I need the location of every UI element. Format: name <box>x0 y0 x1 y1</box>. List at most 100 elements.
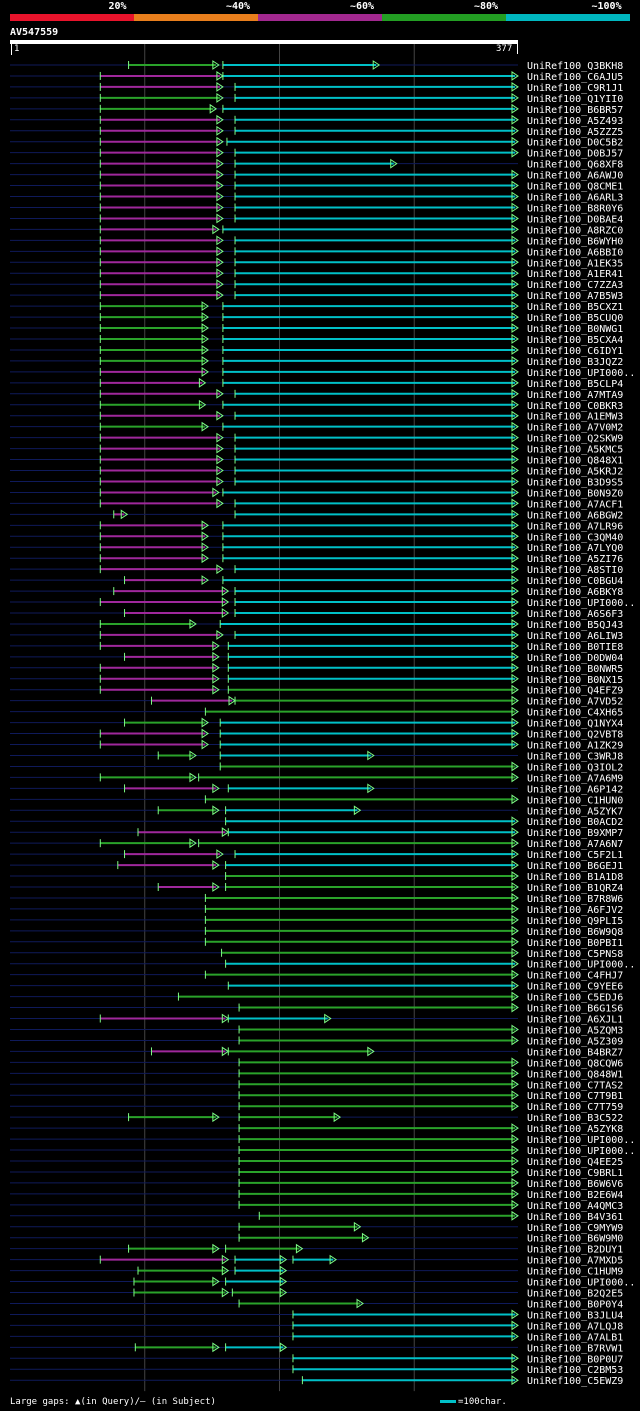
hit-row[interactable]: UniRef100_B3D9S5 <box>10 476 623 488</box>
hit-row[interactable]: UniRef100_A7A6N7 <box>10 838 623 850</box>
hit-row[interactable]: UniRef100_A7V0M2 <box>10 421 623 434</box>
hit-label[interactable]: UniRef100_B9XMP7 <box>527 828 623 839</box>
hit-label[interactable]: UniRef100_B6WYH0 <box>527 236 623 247</box>
hit-row[interactable]: UniRef100_B6W6V6 <box>10 1177 623 1190</box>
hit-row[interactable]: UniRef100_Q9PLI5 <box>10 914 623 927</box>
hit-row[interactable]: UniRef100_Q1YII0 <box>10 92 623 105</box>
hit-row[interactable]: UniRef100_A1EMW3 <box>10 410 623 423</box>
hit-label[interactable]: UniRef100_B5QJ43 <box>527 620 623 631</box>
hit-label[interactable]: UniRef100_Q4EFZ9 <box>527 686 623 697</box>
hit-label[interactable]: UniRef100_A7LYQ0 <box>527 543 623 554</box>
hit-label[interactable]: UniRef100_A7V0M2 <box>527 423 623 434</box>
hit-row[interactable]: UniRef100_A1EK35 <box>10 257 623 269</box>
hit-row[interactable]: UniRef100_C9R1J1 <box>10 81 623 94</box>
hit-label[interactable]: UniRef100_Q68XF8 <box>527 160 623 171</box>
hit-label[interactable]: UniRef100_B1A1D8 <box>527 872 623 883</box>
hit-row[interactable]: UniRef100_A7A6M9 <box>10 772 623 784</box>
hit-row[interactable]: UniRef100_B1QRZ4 <box>10 882 623 894</box>
hit-label[interactable]: UniRef100_B1QRZ4 <box>527 883 623 894</box>
hit-row[interactable]: UniRef100_B5CUQ0 <box>10 312 623 324</box>
hit-row[interactable]: UniRef100_A6LIW3 <box>10 629 623 642</box>
hit-label[interactable]: UniRef100_C1HUN0 <box>527 795 623 806</box>
hit-label[interactable]: UniRef100_Q2VBT8 <box>527 730 623 741</box>
hit-row[interactable]: UniRef100_B6GEJ1 <box>10 860 623 872</box>
hit-row[interactable]: UniRef100_A7MXD5 <box>10 1254 623 1267</box>
hit-row[interactable]: UniRef100_D0C5B2 <box>10 136 623 149</box>
hit-row[interactable]: UniRef100_UPI000.. <box>10 1145 635 1157</box>
hit-label[interactable]: UniRef100_A6BBI0 <box>527 247 623 258</box>
hit-label[interactable]: UniRef100_B6W9Q8 <box>527 927 623 938</box>
hit-row[interactable]: UniRef100_C5PNS8 <box>10 947 623 960</box>
hit-label[interactable]: UniRef100_A6FJV2 <box>527 905 623 916</box>
hit-label[interactable]: UniRef100_Q9PLI5 <box>527 916 623 927</box>
hit-label[interactable]: UniRef100_A6BKY8 <box>527 587 623 598</box>
hit-row[interactable]: UniRef100_B5CXA4 <box>10 334 623 346</box>
hit-row[interactable]: UniRef100_A7B5W3 <box>10 290 623 302</box>
hit-row[interactable]: UniRef100_B5CXZ1 <box>10 301 623 313</box>
hit-label[interactable]: UniRef100_Q1YII0 <box>527 94 623 105</box>
hit-row[interactable]: UniRef100_B5QJ43 <box>10 619 623 631</box>
hit-label[interactable]: UniRef100_A7A6N7 <box>527 839 623 850</box>
hit-label[interactable]: UniRef100_B0NWR5 <box>527 664 623 675</box>
hit-row[interactable]: UniRef100_Q848X1 <box>10 454 623 467</box>
hit-row[interactable]: UniRef100_B6W9M0 <box>10 1232 623 1245</box>
hit-label[interactable]: UniRef100_B3C522 <box>527 1113 623 1124</box>
hit-label[interactable]: UniRef100_A6LIW3 <box>527 631 623 642</box>
hit-row[interactable]: UniRef100_B7RVW1 <box>10 1342 623 1354</box>
hit-row[interactable]: UniRef100_B6BR57 <box>10 103 623 116</box>
hit-row[interactable]: UniRef100_A5ZZZ5 <box>10 125 623 138</box>
hit-row[interactable]: UniRef100_B6WYH0 <box>10 235 623 247</box>
hit-label[interactable]: UniRef100_Q848W1 <box>527 1069 623 1080</box>
hit-label[interactable]: UniRef100_A5ZYK7 <box>527 806 623 817</box>
hit-row[interactable]: UniRef100_C1HUN0 <box>10 794 623 806</box>
hit-row[interactable]: UniRef100_C7T759 <box>10 1101 623 1113</box>
hit-label[interactable]: UniRef100_B4V361 <box>527 1212 623 1223</box>
hit-row[interactable]: UniRef100_Q2SKW9 <box>10 432 623 445</box>
hit-label[interactable]: UniRef100_Q2SKW9 <box>527 434 623 445</box>
hit-row[interactable]: UniRef100_B0NWR5 <box>10 662 623 675</box>
hit-label[interactable]: UniRef100_A1ZK29 <box>527 741 623 752</box>
hit-label[interactable]: UniRef100_A5ZYK8 <box>527 1124 623 1135</box>
hit-label[interactable]: UniRef100_C3QM40 <box>527 532 623 543</box>
hit-row[interactable]: UniRef100_A5ZYK8 <box>10 1123 623 1135</box>
hit-label[interactable]: UniRef100_B0NWG1 <box>527 324 623 335</box>
hit-row[interactable]: UniRef100_Q1NYX4 <box>10 717 623 730</box>
hit-label[interactable]: UniRef100_C7T759 <box>527 1102 623 1113</box>
hit-row[interactable]: UniRef100_A6XJL1 <box>10 1013 623 1026</box>
hit-row[interactable]: UniRef100_C6AJU5 <box>10 71 623 83</box>
hit-row[interactable]: UniRef100_B6G1S6 <box>10 1002 623 1015</box>
hit-label[interactable]: UniRef100_A7ALB1 <box>527 1332 623 1343</box>
hit-row[interactable]: UniRef100_B5CLP4 <box>10 377 623 390</box>
hit-label[interactable]: UniRef100_A7ACF1 <box>527 499 623 510</box>
hit-label[interactable]: UniRef100_A1EK35 <box>527 258 623 269</box>
hit-label[interactable]: UniRef100_B0P0U7 <box>527 1354 623 1365</box>
hit-row[interactable]: UniRef100_C5F2L1 <box>10 849 623 861</box>
hit-label[interactable]: UniRef100_A7A6M9 <box>527 773 623 784</box>
hit-label[interactable]: UniRef100_D0C5B2 <box>527 138 623 149</box>
hit-row[interactable]: UniRef100_A7ALB1 <box>10 1331 623 1343</box>
hit-row[interactable]: UniRef100_B0TIE8 <box>10 640 623 653</box>
hit-row[interactable]: UniRef100_UPI000.. <box>10 597 635 609</box>
hit-label[interactable]: UniRef100_C6AJU5 <box>527 72 623 83</box>
hit-row[interactable]: UniRef100_A6S6F3 <box>10 608 623 620</box>
hit-label[interactable]: UniRef100_B5CXZ1 <box>527 302 623 313</box>
hit-label[interactable]: UniRef100_A7LR96 <box>527 521 623 532</box>
hit-row[interactable]: UniRef100_C4XH65 <box>10 706 623 719</box>
hit-label[interactable]: UniRef100_B8R0Y6 <box>527 203 623 214</box>
hit-label[interactable]: UniRef100_C7T9B1 <box>527 1091 623 1102</box>
hit-row[interactable]: UniRef100_B0P0Y4 <box>10 1298 623 1310</box>
hit-label[interactable]: UniRef100_B6BR57 <box>527 105 623 116</box>
hit-label[interactable]: UniRef100_Q1NYX4 <box>527 719 623 730</box>
hit-row[interactable]: UniRef100_Q4EFZ9 <box>10 684 623 697</box>
hit-label[interactable]: UniRef100_A5ZI76 <box>527 554 623 565</box>
hit-row[interactable]: UniRef100_B3JLU4 <box>10 1309 623 1321</box>
hit-label[interactable]: UniRef100_Q3IOL2 <box>527 762 623 773</box>
hit-row[interactable]: UniRef100_C0BGU4 <box>10 575 623 587</box>
hit-row[interactable]: UniRef100_C5EDJ6 <box>10 991 623 1004</box>
hit-row[interactable]: UniRef100_B0PBI1 <box>10 936 623 949</box>
hit-label[interactable]: UniRef100_B0TIE8 <box>527 642 623 653</box>
hit-label[interactable]: UniRef100_UPI000.. <box>527 598 635 609</box>
hit-row[interactable]: UniRef100_C4FHJ7 <box>10 969 623 982</box>
hit-label[interactable]: UniRef100_A6ARL3 <box>527 193 623 204</box>
hit-row[interactable]: UniRef100_B3JQZ2 <box>10 355 623 368</box>
